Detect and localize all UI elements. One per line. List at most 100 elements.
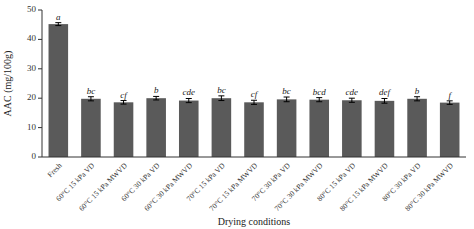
- error-bar: [381, 98, 387, 103]
- error-bar-cap: [88, 96, 94, 97]
- y-tick-label: 30: [27, 63, 37, 73]
- y-tick-label: 40: [27, 33, 37, 43]
- error-bar-cap: [381, 98, 387, 99]
- bar: [114, 102, 134, 157]
- error-bar-cap: [186, 102, 192, 103]
- error-bar: [284, 97, 290, 102]
- error-bar-stem: [188, 98, 189, 102]
- bar: [179, 101, 199, 157]
- bar: [244, 102, 264, 157]
- annotation: bc: [87, 86, 96, 96]
- error-bar: [121, 101, 127, 105]
- annotation: def: [379, 87, 391, 97]
- bar: [440, 103, 460, 157]
- error-bar-stem: [156, 96, 157, 100]
- error-bar-cap: [55, 25, 61, 26]
- y-tick-label: 0: [32, 151, 37, 161]
- annotation: f: [448, 90, 452, 100]
- error-bar-stem: [449, 101, 450, 105]
- error-bar-stem: [221, 96, 222, 101]
- x-axis-title: Drying conditions: [218, 216, 291, 227]
- bar: [375, 101, 395, 157]
- annotation: cde: [346, 87, 359, 97]
- x-tick-label: Fresh: [46, 161, 64, 179]
- error-bar: [88, 97, 94, 101]
- error-bar-cap: [316, 101, 322, 102]
- error-bar-cap: [414, 100, 420, 101]
- y-axis: 0 10 20 30 40 50: [27, 4, 42, 161]
- y-tick: [38, 98, 42, 99]
- error-bar-stem: [319, 98, 320, 102]
- error-bar-cap: [284, 97, 290, 98]
- error-bar-cap: [284, 101, 290, 102]
- y-tick-label: 50: [27, 4, 37, 14]
- error-bar: [414, 97, 420, 101]
- error-bar-cap: [447, 104, 453, 105]
- error-bar-cap: [153, 99, 159, 100]
- error-bar: [349, 98, 355, 102]
- y-tick: [38, 127, 42, 128]
- error-bar-stem: [123, 101, 124, 105]
- x-tick-label: 70°C 30 kPa MWVD: [273, 161, 325, 213]
- error-bar-cap: [349, 98, 355, 99]
- bar: [49, 24, 69, 157]
- x-tick-label: 60°C 30 kPa MWVD: [142, 161, 194, 213]
- annotation: cde: [183, 87, 196, 97]
- chart-container: 01020304050abccfbcdebccfbcbcdcdedefbfFre…: [0, 0, 474, 229]
- error-bar-cap: [186, 98, 192, 99]
- annotation: cf: [251, 89, 259, 99]
- error-bar-cap: [349, 102, 355, 103]
- error-bar-cap: [55, 22, 61, 23]
- error-bar: [218, 96, 224, 101]
- error-bar: [153, 96, 159, 100]
- annotation: bc: [217, 85, 226, 95]
- error-bar-cap: [251, 104, 257, 105]
- error-bar-stem: [286, 97, 287, 102]
- x-tick-label: 80°C 15 kPa MWVD: [338, 161, 390, 213]
- error-bar-cap: [218, 95, 224, 96]
- error-bar-stem: [417, 97, 418, 101]
- error-bar-cap: [316, 97, 322, 98]
- annotation: bc: [282, 86, 291, 96]
- bar: [342, 100, 362, 157]
- error-bar: [251, 100, 257, 104]
- error-bar-cap: [381, 103, 387, 104]
- annotations: abccfbcdebccfbcbcdcdedefbf: [56, 12, 452, 100]
- error-bar: [55, 23, 61, 26]
- error-bar-cap: [251, 100, 257, 101]
- error-bar: [186, 98, 192, 102]
- bar: [212, 98, 232, 157]
- annotation: cf: [120, 90, 128, 100]
- annotation: bcd: [313, 87, 326, 97]
- y-axis-line: [42, 10, 43, 157]
- bar: [146, 98, 166, 157]
- error-bar-stem: [351, 98, 352, 102]
- x-axis: Fresh60°C 15 kPa VD60°C 15 kPa MWVD60°C …: [46, 161, 456, 213]
- bar: [309, 100, 329, 157]
- y-tick-label: 20: [27, 92, 37, 102]
- error-bar-stem: [384, 98, 385, 103]
- y-tick: [38, 39, 42, 40]
- chart-svg: 01020304050abccfbcdebccfbcbcdcdedefbfFre…: [0, 0, 474, 229]
- error-bar-stem: [90, 97, 91, 101]
- y-tick: [38, 157, 42, 158]
- bars: [49, 23, 460, 157]
- y-tick: [38, 10, 42, 11]
- y-axis-title: AAC (mg/100g): [2, 51, 14, 117]
- x-tick-label: 80°C 30 kPa MWVD: [403, 161, 455, 213]
- y-tick: [38, 68, 42, 69]
- error-bar-cap: [88, 100, 94, 101]
- error-bar-cap: [447, 100, 453, 101]
- error-bar-cap: [121, 104, 127, 105]
- x-tick-label: 70°C 15 kPa MWVD: [207, 161, 259, 213]
- error-bar-cap: [218, 100, 224, 101]
- x-axis-line: [42, 157, 466, 158]
- error-bar-cap: [121, 100, 127, 101]
- bar: [81, 99, 101, 157]
- error-bar-cap: [153, 96, 159, 97]
- annotation: b: [154, 85, 159, 95]
- error-bar-cap: [414, 96, 420, 97]
- error-bar: [316, 98, 322, 102]
- y-tick-label: 10: [27, 122, 37, 132]
- bar: [277, 99, 297, 157]
